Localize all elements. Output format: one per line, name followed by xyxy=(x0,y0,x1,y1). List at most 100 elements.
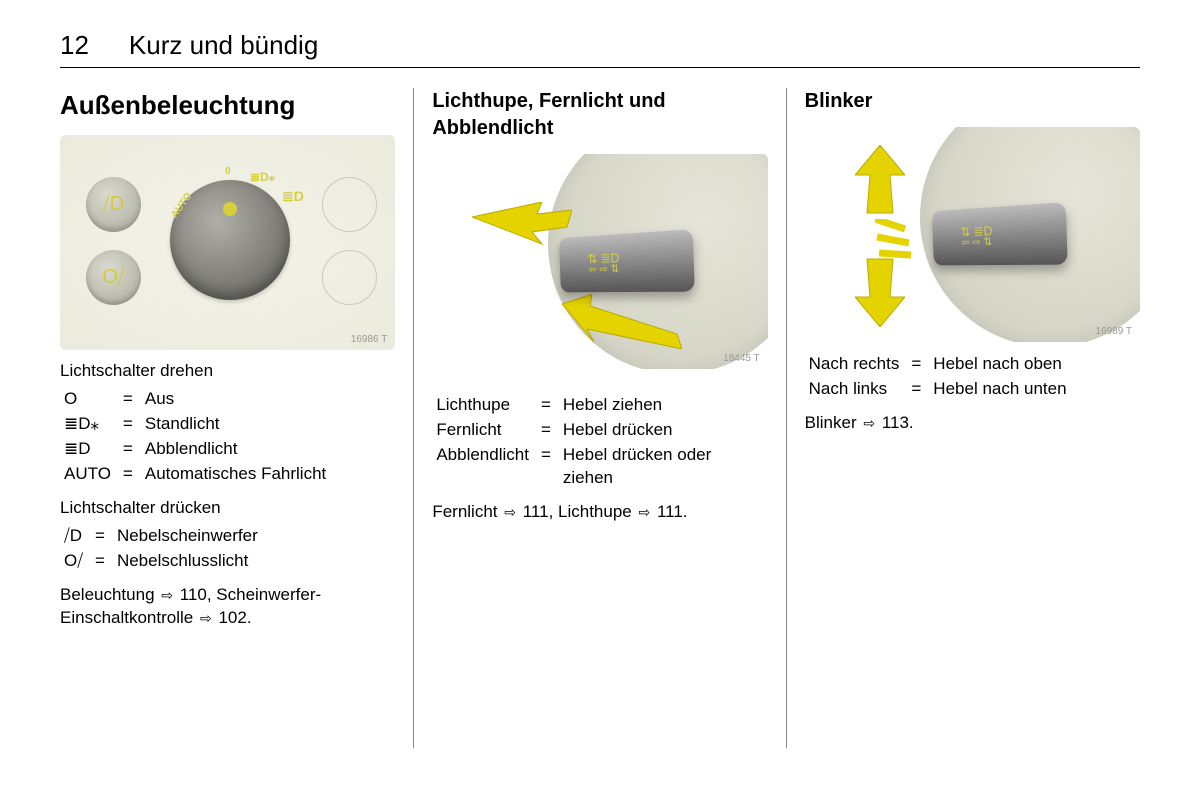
key: Abblendlicht xyxy=(432,443,533,491)
equals: = xyxy=(903,377,929,402)
table-drehen: O=Aus ≣D⁎=Standlicht ≣D=Abblendlicht AUT… xyxy=(60,387,330,487)
value: Hebel drücken oder ziehen xyxy=(559,443,768,491)
lever-symbols-icon: ⇅ ≣D ⇦ ⇨ ⇅ xyxy=(568,239,643,287)
heading-blinker: Blinker xyxy=(805,88,1140,115)
value: Hebel drücken xyxy=(559,418,768,443)
value: Automatisches Fahrlicht xyxy=(141,462,330,487)
key: AUTO xyxy=(60,462,115,487)
value: Nebelschlusslicht xyxy=(113,549,262,574)
table-indicator: Nach rechts=Hebel nach oben Nach links=H… xyxy=(805,352,1071,402)
table-drucken: ⧸D=Nebelscheinwerfer O⧸=Nebelschlusslich… xyxy=(60,524,262,574)
heading-lichthupe: Lichthupe, Fernlicht und Abblendlicht xyxy=(432,88,767,142)
column-blinker: Blinker ⇅ ≣D ⇦ ⇨ ⇅ xyxy=(787,88,1140,748)
arrow-push-icon xyxy=(472,202,572,252)
table-row: AUTO=Automatisches Fahrlicht xyxy=(60,462,330,487)
cross-reference: Blinker 113. xyxy=(805,412,1140,435)
equals: = xyxy=(533,418,559,443)
equals: = xyxy=(87,524,113,549)
cross-reference: Beleuchtung 110, Scheinwerfer-Einschaltk… xyxy=(60,584,395,630)
table-row: ≣D⁎=Standlicht xyxy=(60,412,330,437)
content-columns: Außenbeleuchtung ⧸D O⧸ AUTO 0 ≣D⁎ ≣D 169… xyxy=(60,88,1140,748)
equals: = xyxy=(87,549,113,574)
figure-id: 16986 T xyxy=(351,333,388,347)
ref-page: 111 xyxy=(657,502,683,521)
stalk-lever-icon: ⇅ ≣D ⇦ ⇨ ⇅ xyxy=(559,229,695,292)
motion-dashes-icon xyxy=(875,219,915,259)
value: Nebelscheinwerfer xyxy=(113,524,262,549)
equals: = xyxy=(533,393,559,418)
value: Hebel nach oben xyxy=(929,352,1070,377)
ref-arrow-icon xyxy=(636,502,652,521)
heading-aussenbeleuchtung: Außenbeleuchtung xyxy=(60,88,395,123)
equals: = xyxy=(115,387,141,412)
ref-text: Fernlicht xyxy=(432,502,502,521)
figure-id: 16989 T xyxy=(1095,325,1132,339)
key: Lichthupe xyxy=(432,393,533,418)
cross-reference: Fernlicht 111, Lichthupe 111. xyxy=(432,501,767,524)
value: Abblendlicht xyxy=(141,437,330,462)
table-row: Lichthupe=Hebel ziehen xyxy=(432,393,767,418)
lever-symbols-icon: ⇅ ≣D ⇦ ⇨ ⇅ xyxy=(940,212,1015,260)
value: Standlicht xyxy=(141,412,330,437)
ref-arrow-icon xyxy=(861,413,877,432)
table-row: Fernlicht=Hebel drücken xyxy=(432,418,767,443)
ref-text: Beleuchtung xyxy=(60,585,159,604)
table-row: Abblendlicht=Hebel drücken oder ziehen xyxy=(432,443,767,491)
table-row: Nach rechts=Hebel nach oben xyxy=(805,352,1071,377)
ref-text: . xyxy=(909,413,914,432)
dial-label-lowbeam-icon: ≣D xyxy=(282,187,304,206)
arrow-pull-icon xyxy=(562,294,682,349)
table-row: ≣D=Abblendlicht xyxy=(60,437,330,462)
subheading-drucken: Lichtschalter drücken xyxy=(60,497,395,520)
figure-lever-highbeam: ⇅ ≣D ⇦ ⇨ ⇅ 18445 T xyxy=(432,154,767,369)
dial-label-parklight-icon: ≣D⁎ xyxy=(250,169,275,185)
fog-rear-button-icon: O⧸ xyxy=(86,250,141,305)
table-row: ⧸D=Nebelscheinwerfer xyxy=(60,524,262,549)
key: Nach rechts xyxy=(805,352,904,377)
key: O⧸ xyxy=(60,549,87,574)
ref-page: 111 xyxy=(523,502,549,521)
value: Aus xyxy=(141,387,330,412)
page-number: 12 xyxy=(60,30,89,61)
column-aussenbeleuchtung: Außenbeleuchtung ⧸D O⧸ AUTO 0 ≣D⁎ ≣D 169… xyxy=(60,88,414,748)
equals: = xyxy=(115,462,141,487)
ref-arrow-icon xyxy=(198,608,214,627)
ref-arrow-icon xyxy=(502,502,518,521)
dimmer-knob-outline-icon xyxy=(322,177,377,232)
ref-page: 113 xyxy=(882,413,909,432)
value: Hebel nach unten xyxy=(929,377,1070,402)
value: Hebel ziehen xyxy=(559,393,768,418)
ref-page: 102 xyxy=(218,608,246,627)
fog-front-button-icon: ⧸D xyxy=(86,177,141,232)
key: O xyxy=(60,387,115,412)
page-header: 12 Kurz und bündig xyxy=(60,30,1140,68)
equals: = xyxy=(903,352,929,377)
table-lever-actions: Lichthupe=Hebel ziehen Fernlicht=Hebel d… xyxy=(432,393,767,491)
figure-lever-indicator: ⇅ ≣D ⇦ ⇨ ⇅ 16989 T xyxy=(805,127,1140,342)
arrow-down-icon xyxy=(855,257,905,327)
ref-text: Blinker xyxy=(805,413,862,432)
equals: = xyxy=(533,443,559,491)
equals: = xyxy=(115,412,141,437)
key: ⧸D xyxy=(60,524,87,549)
key: Nach links xyxy=(805,377,904,402)
table-row: O⧸=Nebelschlusslicht xyxy=(60,549,262,574)
key: ≣D xyxy=(60,437,115,462)
key: Fernlicht xyxy=(432,418,533,443)
table-row: Nach links=Hebel nach unten xyxy=(805,377,1071,402)
figure-light-switch: ⧸D O⧸ AUTO 0 ≣D⁎ ≣D 16986 T xyxy=(60,135,395,350)
chapter-title: Kurz und bündig xyxy=(129,30,318,61)
column-lichthupe: Lichthupe, Fernlicht und Abblendlicht ⇅ … xyxy=(414,88,786,748)
key: ≣D⁎ xyxy=(60,412,115,437)
ref-text: , Lichthupe xyxy=(549,502,637,521)
ref-text: . xyxy=(683,502,688,521)
figure-id: 18445 T xyxy=(723,352,760,366)
arrow-up-icon xyxy=(855,145,905,215)
table-row: O=Aus xyxy=(60,387,330,412)
equals: = xyxy=(115,437,141,462)
ref-text: . xyxy=(247,608,252,627)
ref-page: 110 xyxy=(180,585,207,604)
stalk-lever-icon: ⇅ ≣D ⇦ ⇨ ⇅ xyxy=(932,202,1068,265)
subheading-drehen: Lichtschalter drehen xyxy=(60,360,395,383)
ref-arrow-icon xyxy=(159,585,175,604)
